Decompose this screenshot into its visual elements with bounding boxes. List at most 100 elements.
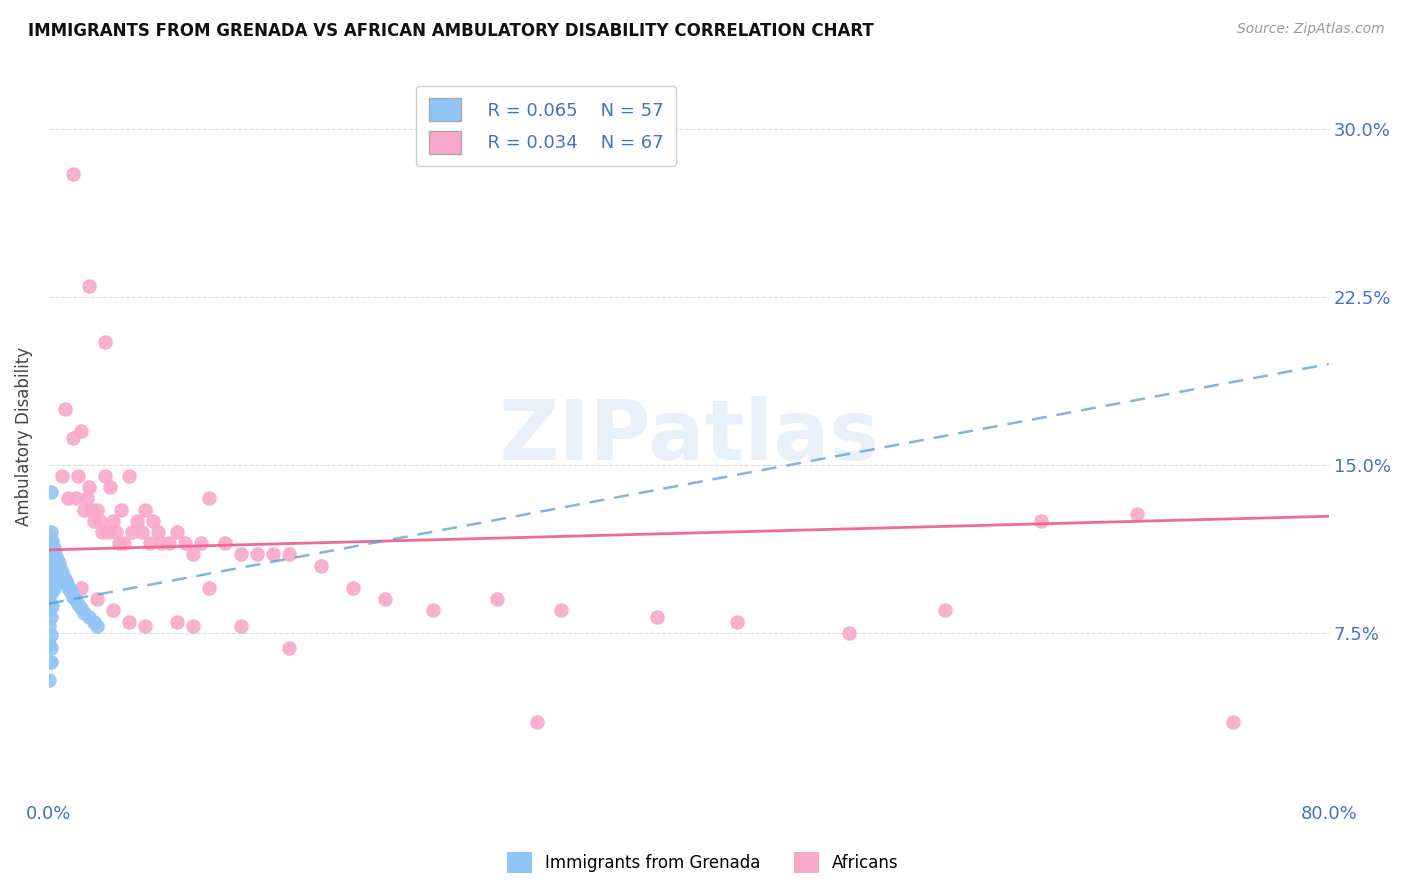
Y-axis label: Ambulatory Disability: Ambulatory Disability bbox=[15, 347, 32, 526]
Point bbox=[229, 619, 252, 633]
Point bbox=[83, 514, 105, 528]
Point bbox=[39, 628, 62, 642]
Point bbox=[38, 566, 60, 580]
Point bbox=[53, 401, 76, 416]
Point bbox=[485, 592, 508, 607]
Point bbox=[108, 536, 131, 550]
Point bbox=[38, 655, 60, 669]
Point bbox=[39, 655, 62, 669]
Point bbox=[38, 588, 60, 602]
Point bbox=[121, 524, 143, 539]
Point bbox=[645, 610, 668, 624]
Point bbox=[63, 592, 86, 607]
Point bbox=[38, 551, 60, 566]
Point bbox=[94, 469, 117, 483]
Point bbox=[86, 502, 108, 516]
Point bbox=[1029, 514, 1052, 528]
Point bbox=[198, 491, 221, 506]
Point bbox=[39, 641, 62, 656]
Point bbox=[198, 581, 221, 595]
Legend:   R = 0.065    N = 57,   R = 0.034    N = 67: R = 0.065 N = 57, R = 0.034 N = 67 bbox=[416, 86, 676, 166]
Point bbox=[42, 541, 65, 555]
Point bbox=[550, 603, 572, 617]
Point bbox=[49, 574, 72, 589]
Point bbox=[86, 619, 108, 633]
Point bbox=[309, 558, 332, 573]
Point bbox=[38, 576, 60, 591]
Point bbox=[41, 561, 63, 575]
Point bbox=[52, 570, 75, 584]
Point bbox=[38, 603, 60, 617]
Point bbox=[39, 597, 62, 611]
Point bbox=[70, 601, 93, 615]
Point bbox=[181, 619, 204, 633]
Text: IMMIGRANTS FROM GRENADA VS AFRICAN AMBULATORY DISABILITY CORRELATION CHART: IMMIGRANTS FROM GRENADA VS AFRICAN AMBUL… bbox=[28, 22, 875, 40]
Point bbox=[42, 581, 65, 595]
Point bbox=[56, 581, 79, 595]
Point bbox=[42, 554, 65, 568]
Point bbox=[134, 502, 156, 516]
Point bbox=[39, 484, 62, 499]
Point bbox=[101, 514, 124, 528]
Point bbox=[86, 592, 108, 607]
Point bbox=[39, 558, 62, 573]
Point bbox=[110, 502, 132, 516]
Point bbox=[105, 524, 128, 539]
Point bbox=[422, 603, 444, 617]
Point bbox=[46, 566, 69, 580]
Point bbox=[39, 610, 62, 624]
Point bbox=[214, 536, 236, 550]
Point bbox=[90, 524, 112, 539]
Point bbox=[97, 524, 120, 539]
Point bbox=[146, 524, 169, 539]
Point bbox=[73, 606, 96, 620]
Point bbox=[51, 469, 73, 483]
Point bbox=[1222, 715, 1244, 730]
Point bbox=[134, 619, 156, 633]
Point bbox=[38, 529, 60, 543]
Legend: Immigrants from Grenada, Africans: Immigrants from Grenada, Africans bbox=[501, 846, 905, 880]
Point bbox=[166, 615, 188, 629]
Point bbox=[39, 524, 62, 539]
Point bbox=[77, 278, 100, 293]
Point bbox=[174, 536, 197, 550]
Point bbox=[62, 590, 84, 604]
Point bbox=[62, 167, 84, 181]
Point bbox=[278, 641, 301, 656]
Point bbox=[65, 491, 87, 506]
Point bbox=[118, 469, 141, 483]
Point bbox=[142, 514, 165, 528]
Point bbox=[70, 424, 93, 438]
Point bbox=[934, 603, 956, 617]
Point bbox=[55, 576, 77, 591]
Point bbox=[98, 480, 121, 494]
Point bbox=[48, 556, 70, 570]
Point bbox=[56, 491, 79, 506]
Point bbox=[44, 574, 66, 589]
Point bbox=[44, 561, 66, 575]
Point bbox=[41, 599, 63, 613]
Point bbox=[149, 536, 172, 550]
Point bbox=[38, 673, 60, 687]
Point bbox=[229, 547, 252, 561]
Point bbox=[157, 536, 180, 550]
Point bbox=[118, 615, 141, 629]
Point bbox=[38, 619, 60, 633]
Point bbox=[139, 536, 162, 550]
Point bbox=[838, 625, 860, 640]
Point bbox=[725, 615, 748, 629]
Point bbox=[66, 469, 89, 483]
Point bbox=[49, 561, 72, 575]
Point bbox=[82, 502, 104, 516]
Point bbox=[262, 547, 284, 561]
Point bbox=[41, 574, 63, 589]
Point bbox=[166, 524, 188, 539]
Point bbox=[246, 547, 269, 561]
Point bbox=[89, 514, 111, 528]
Point bbox=[39, 570, 62, 584]
Point bbox=[39, 581, 62, 595]
Point bbox=[51, 566, 73, 580]
Point bbox=[125, 514, 148, 528]
Point bbox=[76, 491, 98, 506]
Point bbox=[62, 431, 84, 445]
